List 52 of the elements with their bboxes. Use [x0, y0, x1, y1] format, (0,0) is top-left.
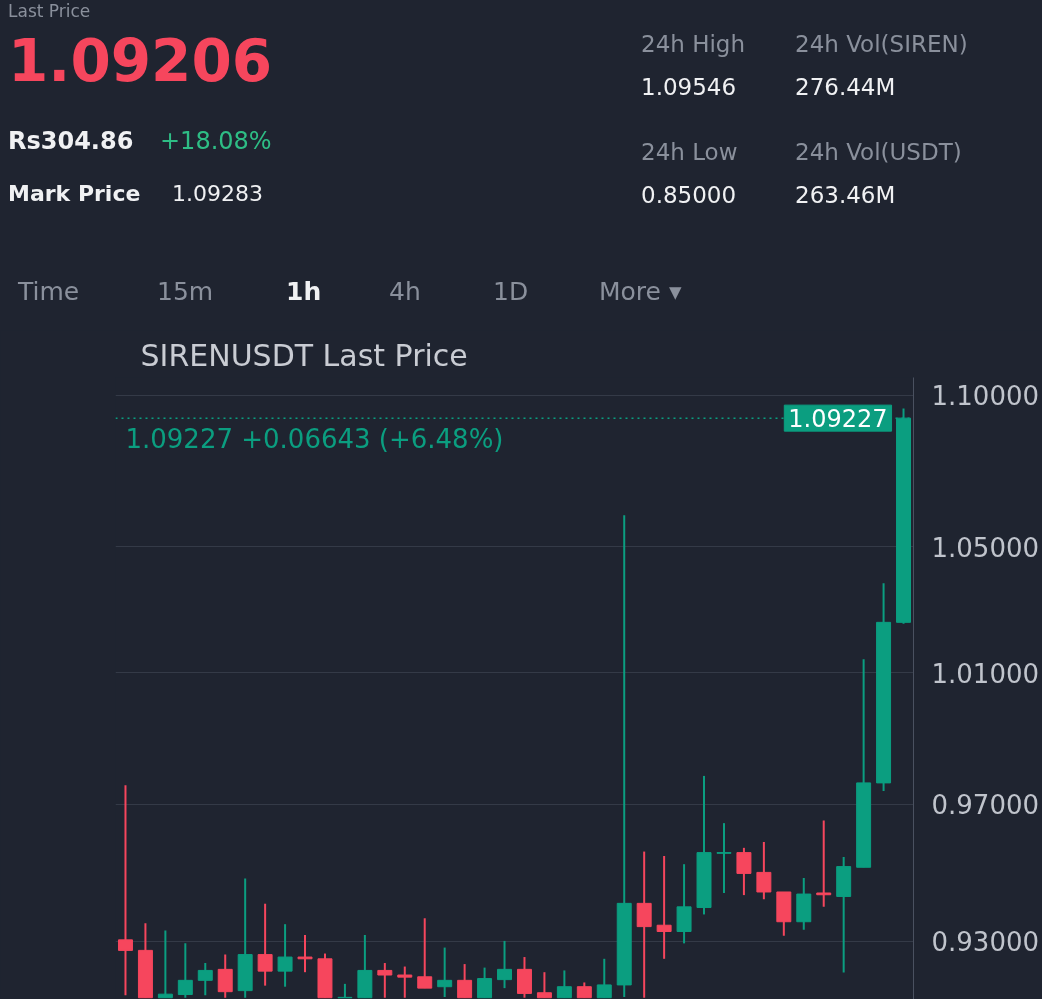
- candlestick: [816, 819, 832, 908]
- text: 24h Low: [641, 139, 738, 166]
- candlestick: [756, 841, 772, 901]
- y-tick-label: 1.01000: [931, 658, 1040, 689]
- y-tick-label: 0.97000: [931, 790, 1040, 821]
- annotation: 1.09227 +0.06643 (+6.48%): [125, 424, 504, 455]
- text: Last Price: [8, 1, 91, 21]
- text: +18.08%: [160, 127, 272, 155]
- y-tick-label: 0.93000: [931, 927, 1040, 958]
- ref-line-label: 1.09227: [788, 405, 888, 434]
- candlestick: [457, 963, 473, 999]
- candlestick: [437, 946, 453, 999]
- candlestick: [257, 902, 273, 987]
- y-tick-label: 1.05000: [931, 532, 1040, 563]
- text: 0.85000: [641, 182, 737, 209]
- candlestick: [477, 966, 493, 999]
- candlestick: [556, 969, 572, 999]
- y-tick-label: 1.10000: [931, 381, 1040, 412]
- text: 24h Vol(USDT): [795, 139, 962, 166]
- candlestick: [177, 942, 193, 999]
- candlestick: [656, 855, 672, 960]
- candlestick: [596, 957, 612, 999]
- text: 24h High: [641, 31, 746, 58]
- chart-title: SIRENUSDT Last Price: [140, 337, 468, 373]
- text: 276.44M: [795, 74, 896, 101]
- candlestick: [117, 784, 133, 997]
- candlestick: [297, 933, 313, 974]
- candlestick: [417, 917, 433, 990]
- text: 263.46M: [795, 182, 896, 209]
- text: More ▾: [599, 277, 682, 306]
- text: 4h: [389, 277, 421, 306]
- text: Mark Price: [8, 181, 141, 207]
- candlestick: [736, 846, 752, 897]
- text: 15m: [157, 277, 214, 306]
- candlestick: [157, 929, 173, 999]
- candlestick: [397, 965, 413, 999]
- candlestick: [217, 953, 233, 999]
- candlestick: [497, 939, 513, 990]
- candlestick: [277, 923, 293, 988]
- text: Time: [18, 277, 80, 306]
- text: 1D: [493, 277, 529, 306]
- text: 1.09546: [641, 74, 737, 101]
- text: 1h: [286, 277, 322, 306]
- text: 1.09206: [8, 27, 273, 95]
- candlestick: [716, 822, 732, 895]
- text: 24h Vol(SIREN): [795, 31, 968, 58]
- candlestick: [636, 850, 652, 999]
- candlestick: [536, 971, 552, 999]
- text: Rs304.86: [8, 127, 134, 155]
- candlestick: [197, 962, 213, 997]
- text: 1.09283: [172, 181, 263, 207]
- candlestick: [377, 962, 393, 999]
